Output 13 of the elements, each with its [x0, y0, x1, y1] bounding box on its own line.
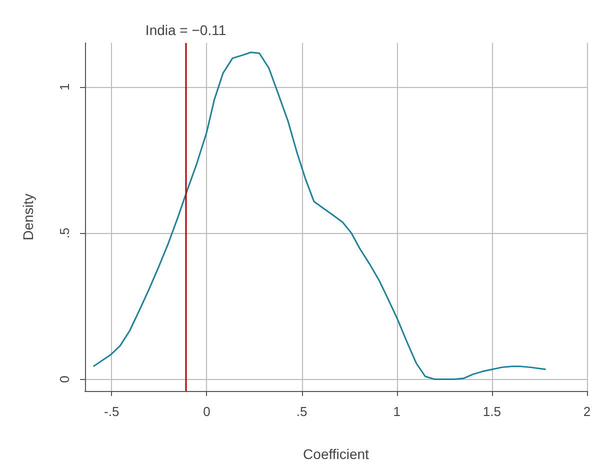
x-tick-label: -.5: [104, 404, 120, 419]
x-tick-label: 0: [203, 404, 210, 419]
x-tick-label: 1.5: [482, 404, 501, 419]
y-tick-label: 0: [57, 376, 72, 383]
x-axis-title: Coefficient: [303, 446, 370, 462]
y-axis-title: Density: [20, 194, 36, 240]
y-tick-label: 1: [57, 83, 72, 90]
line-series: [92, 52, 546, 380]
y-tick-label: .5: [57, 228, 72, 239]
x-tick-label: 1: [393, 404, 400, 419]
ref-line-label: India = −0.11: [145, 22, 226, 38]
x-tick-label: .5: [296, 404, 308, 419]
x-tick-label: 2: [583, 404, 591, 419]
